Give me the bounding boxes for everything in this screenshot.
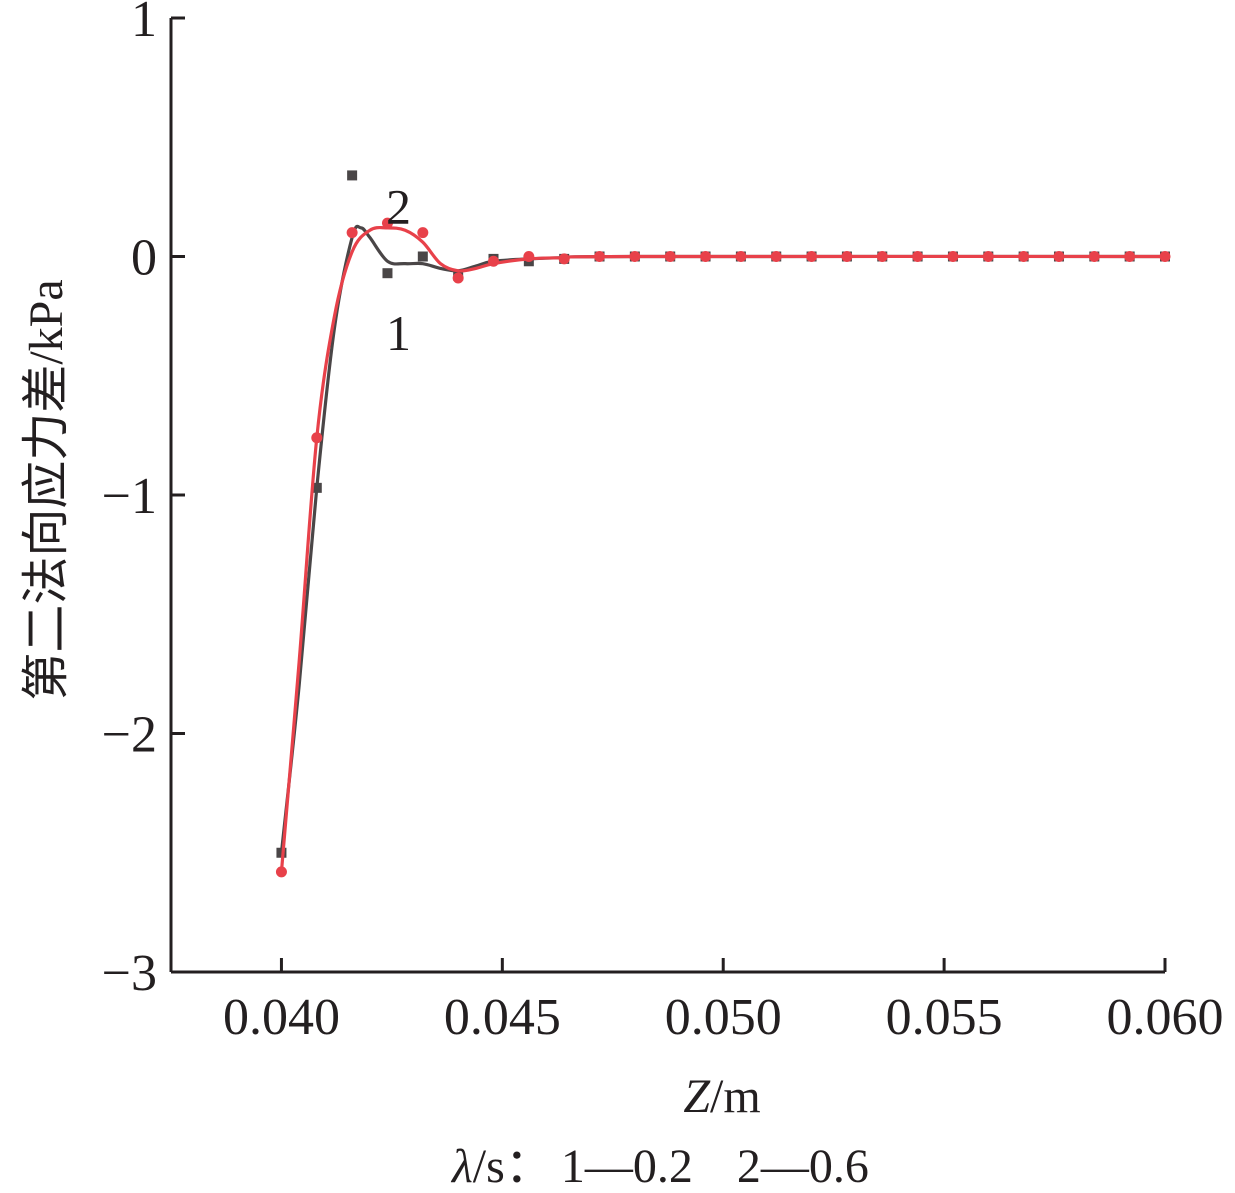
series-2-point [417,227,429,239]
y-tick-label: 0 [131,230,157,287]
series-2-point [381,217,393,229]
series-1-point [347,170,358,181]
series-1-point [311,482,322,493]
series-2-point [947,251,959,262]
x-tick-label: 0.040 [223,989,340,1046]
series-2-point [841,251,853,262]
legend: λ/s： 1—0.2 2—0.6 [450,1140,869,1193]
series-layer [275,170,1171,878]
y-axis-title: 第二法向应力差/kPa [20,279,73,700]
series-2-point [1018,251,1030,262]
series-2-point [735,251,747,262]
legend-variable: λ [450,1140,473,1193]
x-axis-unit: /m [710,1070,761,1123]
y-tick-label: 1 [131,0,157,48]
series-1-point [417,251,428,262]
axes [169,18,1165,974]
x-axis-variable: Z [683,1070,711,1123]
series-1-point [382,268,393,279]
series-2-point [700,251,712,262]
y-tick-label: −2 [102,707,157,764]
legend-entry-1: 1—0.2 [561,1140,693,1193]
series-1-point [276,847,287,858]
series-2-point [664,251,676,262]
series-2-point [1088,251,1100,262]
series-2-point [1159,251,1171,262]
x-tick-label: 0.055 [886,989,1003,1046]
x-tick-label: 0.050 [665,989,782,1046]
legend-entry-2: 2—0.6 [737,1140,869,1193]
series-2-point [523,251,535,262]
series-2-point [982,251,994,262]
series-2-point [629,251,641,262]
series-2-point [912,251,924,262]
series-2-point [1124,251,1136,262]
series-2-point [1053,251,1065,262]
series-1-line [279,224,1166,853]
series-2-point [311,432,323,444]
series-1 [276,170,1170,858]
x-tick-label: 0.060 [1107,989,1224,1046]
series-2-line [279,225,1166,872]
y-tick-label: −1 [102,468,157,525]
series-2-point [346,227,358,239]
series-2-point [876,251,888,262]
x-tick-label: 0.045 [444,989,561,1046]
series-2-point [275,866,287,878]
x-axis-title: Z/m [683,1070,760,1123]
series-2-point [487,255,499,267]
curve-label-2: 2 [386,178,411,234]
ticks: −3 −2 −1 0 1 0.040 0.045 0.050 0.055 0.060 [102,0,1224,1046]
series-2-point [558,253,570,265]
series-2 [275,217,1171,878]
series-2-point [806,251,818,262]
series-2-point [770,251,782,262]
curve-label-1: 1 [386,305,411,361]
series-2-point [594,251,606,262]
series-2-point [452,272,464,284]
curve-labels: 21 [386,178,411,360]
y-tick-label: −3 [102,945,157,1002]
legend-unit: /s： [473,1140,553,1193]
